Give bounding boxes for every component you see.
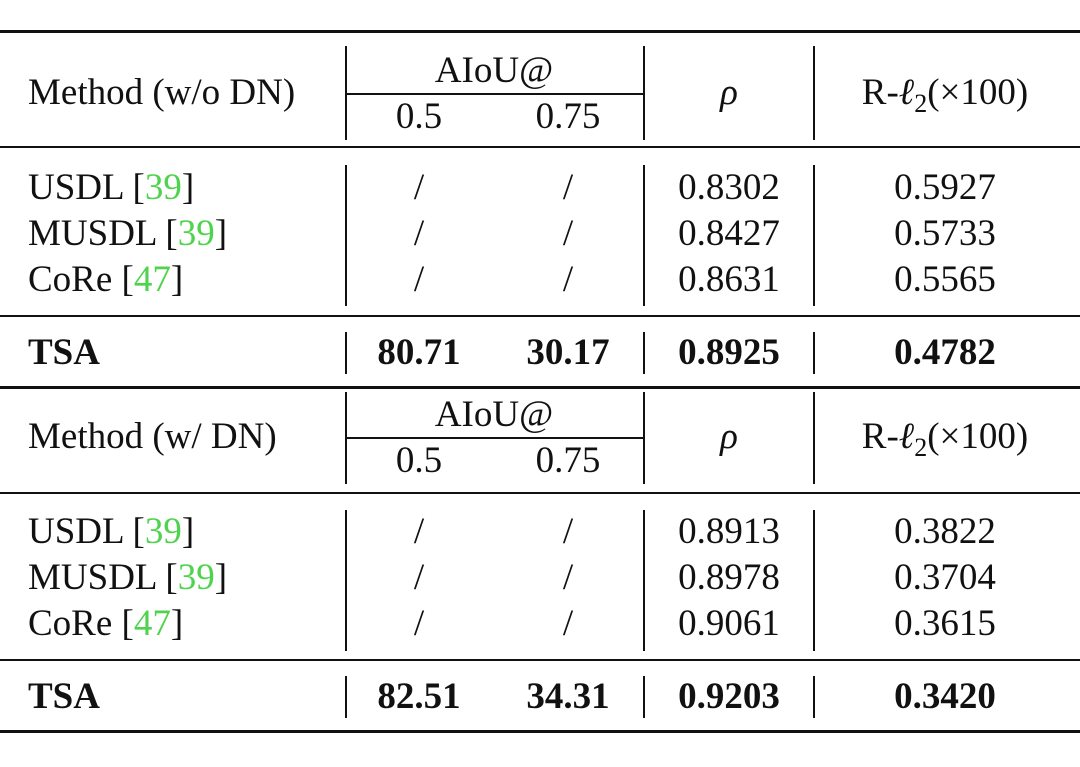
table-bottom-rule: [0, 730, 1080, 733]
rho-value: 0.8913: [678, 511, 780, 552]
aiou-0.5-header: 0.5: [395, 440, 443, 481]
rho-header: ρ: [720, 72, 738, 113]
method-name: MUSDL [39]: [28, 213, 228, 254]
aiou-0.75-value: /: [562, 603, 574, 644]
aiou-0.5-value: /: [413, 511, 425, 552]
citation-link[interactable]: 39: [177, 213, 215, 254]
tsa-top-rule: [0, 315, 1080, 317]
aiou-0.5-value: /: [413, 259, 425, 300]
method-name: MUSDL [39]: [28, 557, 228, 598]
col-rule-3: [813, 332, 815, 374]
method-name: USDL [39]: [28, 167, 195, 208]
rho-value: 0.9061: [678, 603, 780, 644]
tsa-aiou-0.75-value: 30.17: [526, 332, 610, 373]
col-rule-1: [345, 392, 347, 484]
r-l2-header: R-ℓ2(×100): [861, 416, 1029, 462]
tsa-aiou-0.75-value: 34.31: [526, 676, 610, 717]
citation-link[interactable]: 39: [144, 167, 182, 208]
aiou-0.5-value: /: [413, 557, 425, 598]
tsa-rho-value: 0.8925: [678, 332, 780, 373]
citation-link[interactable]: 39: [177, 557, 215, 598]
aiou-0.75-value: /: [562, 167, 574, 208]
r-l2-value: 0.5565: [894, 259, 996, 300]
col-rule-2: [643, 676, 645, 718]
aiou-0.75-value: /: [562, 557, 574, 598]
table-top-rule: [0, 30, 1080, 33]
section-divider-rule: [0, 386, 1080, 389]
method-header: Method (w/ DN): [28, 416, 277, 457]
aiou-0.75-value: /: [562, 511, 574, 552]
method-name: USDL [39]: [28, 511, 195, 552]
aiou-0.75-value: /: [562, 213, 574, 254]
header-bottom-rule: [0, 146, 1080, 148]
col-rule-2: [643, 392, 645, 484]
r-l2-value: 0.5927: [894, 167, 996, 208]
r-l2-value: 0.5733: [894, 213, 996, 254]
col-rule-3: [813, 676, 815, 718]
rho-header: ρ: [720, 416, 738, 457]
aiou-header: AIoU@: [434, 50, 554, 91]
aiou-0.5-header: 0.5: [395, 96, 443, 137]
aiou-0.5-value: /: [413, 213, 425, 254]
aiou-0.75-header: 0.75: [535, 440, 601, 481]
aiou-header: AIoU@: [434, 394, 554, 435]
method-header: Method (w/o DN): [28, 72, 296, 113]
tsa-top-rule-2: [0, 659, 1080, 661]
rho-value: 0.8978: [678, 557, 780, 598]
method-name: CoRe [47]: [28, 603, 184, 644]
col-rule-2: [643, 46, 645, 140]
citation-link[interactable]: 47: [133, 603, 171, 644]
r-l2-value: 0.3615: [894, 603, 996, 644]
col-rule-2: [643, 332, 645, 374]
tsa-rho-value: 0.9203: [678, 676, 780, 717]
aiou-0.5-value: /: [413, 167, 425, 208]
col-rule-1: [345, 46, 347, 140]
r-l2-header: R-ℓ2(×100): [861, 72, 1029, 118]
method-name: CoRe [47]: [28, 259, 184, 300]
r-l2-value: 0.3704: [894, 557, 996, 598]
rho-value: 0.8631: [678, 259, 780, 300]
col-rule-1: [345, 510, 347, 651]
tsa-aiou-0.5-value: 80.71: [377, 332, 461, 373]
citation-link[interactable]: 47: [133, 259, 171, 300]
aiou-0.5-value: /: [413, 603, 425, 644]
col-rule-2: [643, 510, 645, 651]
tsa-method-name: TSA: [28, 676, 100, 717]
rho-value: 0.8427: [678, 213, 780, 254]
tsa-r-l2-value: 0.3420: [894, 676, 996, 717]
aiou-cmidrule-2: [346, 437, 644, 439]
col-rule-1: [345, 165, 347, 306]
rho-value: 0.8302: [678, 167, 780, 208]
citation-link[interactable]: 39: [144, 511, 182, 552]
col-rule-3: [813, 392, 815, 484]
col-rule-3: [813, 46, 815, 140]
col-rule-3: [813, 165, 815, 306]
aiou-0.75-value: /: [562, 259, 574, 300]
col-rule-2: [643, 165, 645, 306]
col-rule-1: [345, 332, 347, 374]
col-rule-3: [813, 510, 815, 651]
r-l2-value: 0.3822: [894, 511, 996, 552]
aiou-cmidrule: [346, 93, 644, 95]
col-rule-1: [345, 676, 347, 718]
aiou-0.75-header: 0.75: [535, 96, 601, 137]
header-bottom-rule-2: [0, 492, 1080, 494]
tsa-method-name: TSA: [28, 332, 100, 373]
tsa-r-l2-value: 0.4782: [894, 332, 996, 373]
tsa-aiou-0.5-value: 82.51: [377, 676, 461, 717]
